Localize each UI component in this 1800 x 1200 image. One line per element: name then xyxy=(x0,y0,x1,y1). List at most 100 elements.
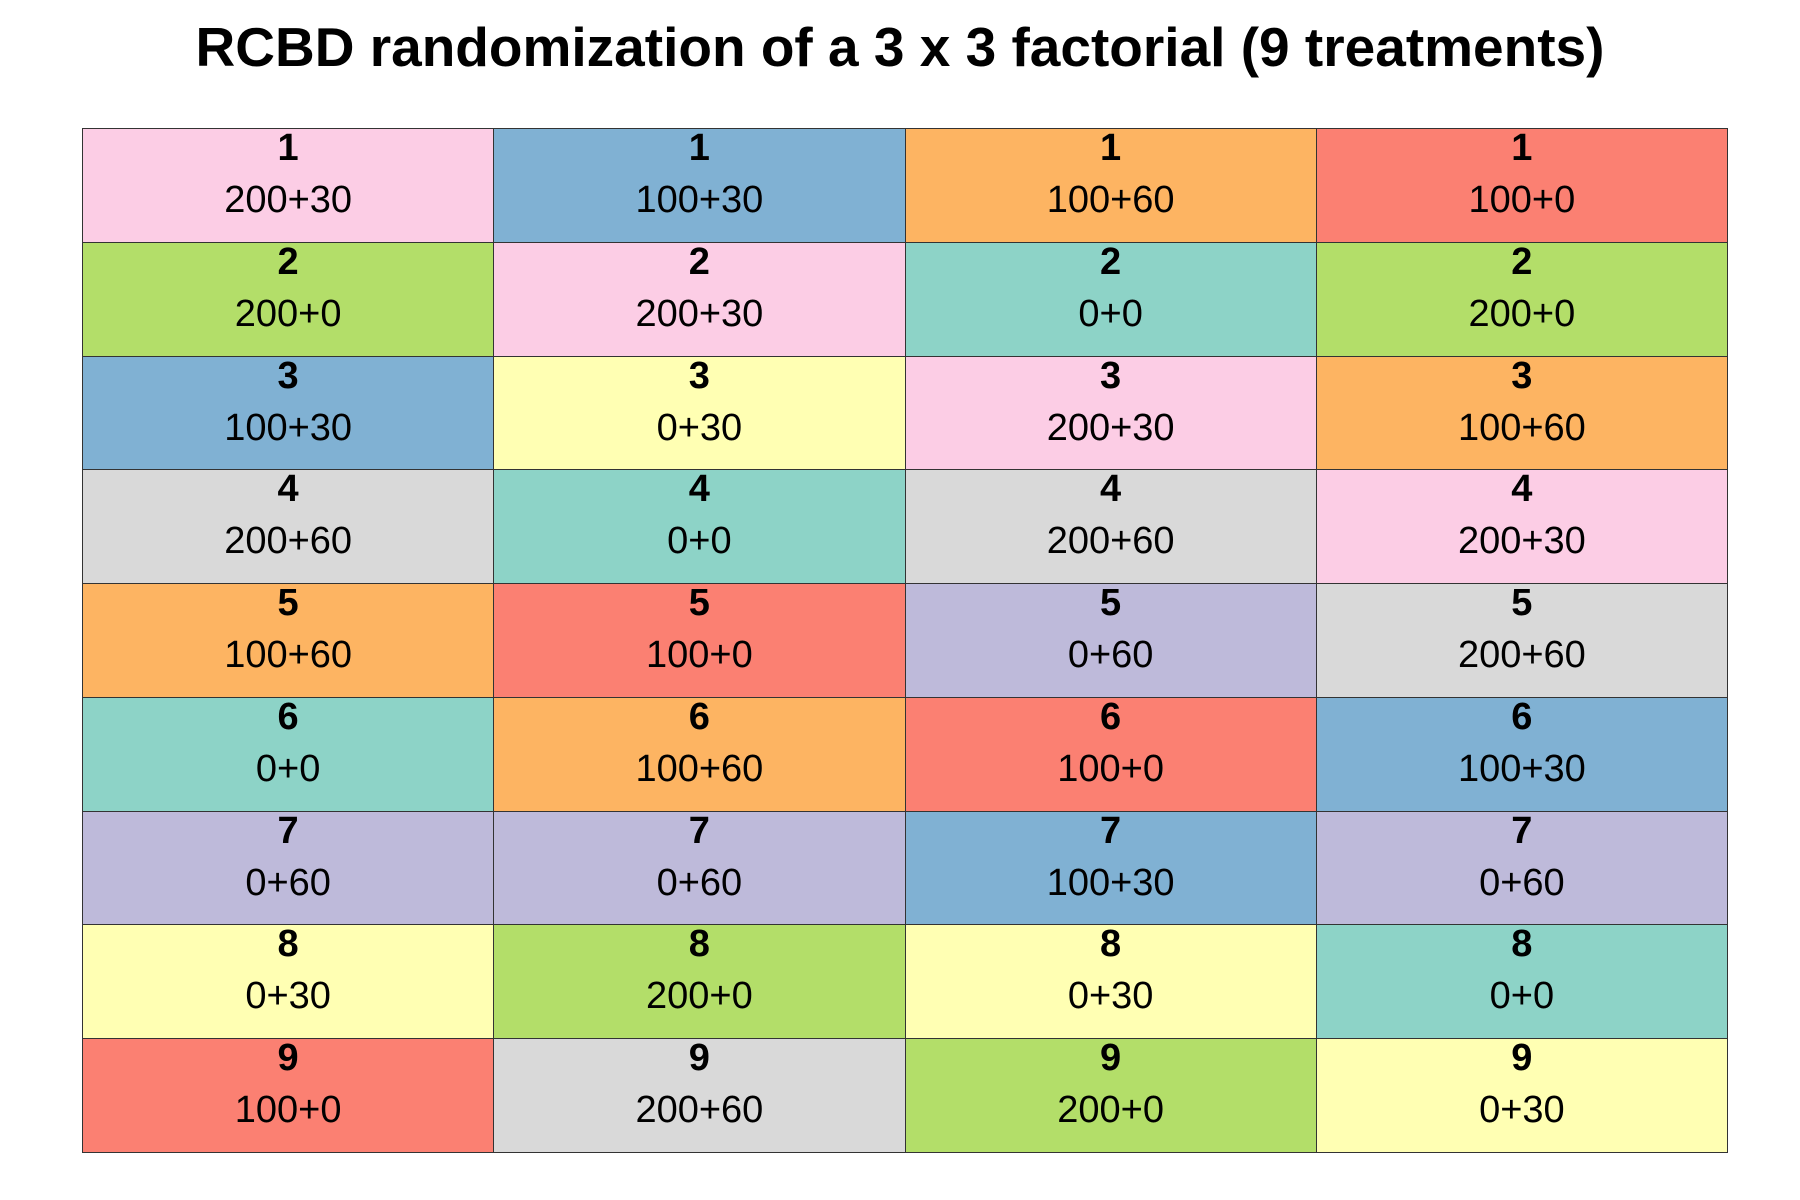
plot-number: 8 xyxy=(277,923,299,966)
treatment-label: 100+30 xyxy=(1457,747,1586,790)
plot-cell: 3 100+60 xyxy=(1316,354,1728,471)
plot-cell: 1 100+30 xyxy=(494,127,906,243)
plot-number: 6 xyxy=(1100,695,1122,738)
plot-cell: 5 0+60 xyxy=(905,582,1317,698)
plot-cell: 1 100+0 xyxy=(1316,127,1728,243)
treatment-label: 200+30 xyxy=(1457,520,1586,563)
treatment-label: 200+0 xyxy=(234,292,342,335)
treatment-label: 200+0 xyxy=(1057,1089,1164,1132)
plot-number: 1 xyxy=(1100,127,1122,169)
plot-number: 7 xyxy=(1511,809,1533,852)
treatment-label: 200+60 xyxy=(635,1089,764,1132)
treatment-label: 100+30 xyxy=(635,179,764,221)
plot-number: 1 xyxy=(277,127,299,169)
treatment-label: 100+60 xyxy=(224,634,353,677)
plot-number: 2 xyxy=(1100,240,1122,283)
plot-number: 3 xyxy=(1511,354,1533,397)
plot-cell: 3 200+30 xyxy=(905,354,1317,471)
plot-cell: 4 200+30 xyxy=(1316,468,1728,585)
treatment-label: 0+60 xyxy=(656,861,743,904)
treatment-label: 100+60 xyxy=(1046,179,1175,221)
plot-cell: 8 200+0 xyxy=(494,923,906,1040)
treatment-label: 100+0 xyxy=(1057,747,1164,790)
plot-cell: 4 200+60 xyxy=(83,468,495,585)
plot-number: 3 xyxy=(277,354,299,397)
plot-number: 9 xyxy=(1511,1037,1533,1080)
plot-number: 1 xyxy=(1511,127,1533,169)
plot-number: 3 xyxy=(1100,354,1122,397)
treatment-label: 100+0 xyxy=(234,1089,342,1132)
treatment-label: 0+30 xyxy=(656,406,743,449)
plot-number: 2 xyxy=(277,240,299,283)
plot-cell: 6 0+0 xyxy=(83,695,495,812)
plot-number: 4 xyxy=(1511,468,1533,511)
plot-cell: 1 200+30 xyxy=(83,127,495,243)
treatment-label: 0+0 xyxy=(255,747,321,790)
plot-number: 6 xyxy=(1511,695,1533,738)
plot-number: 2 xyxy=(688,240,710,283)
plot-cell: 4 0+0 xyxy=(494,468,906,585)
treatment-label: 0+0 xyxy=(1489,975,1555,1018)
treatment-label: 200+60 xyxy=(1457,634,1586,677)
plot-cell: 5 100+60 xyxy=(83,582,495,698)
treatment-label: 100+30 xyxy=(1046,861,1175,904)
plot-number: 9 xyxy=(1100,1037,1122,1080)
field-layout-grid: 1 200+30 1 100+30 1 100+60 1 100+0 2 200+0 2 200+30… xyxy=(82,127,1728,1153)
plot-cell: 2 200+0 xyxy=(83,240,495,357)
treatment-label: 0+0 xyxy=(1078,292,1143,335)
plot-number: 9 xyxy=(688,1037,710,1080)
plot-number: 6 xyxy=(688,695,710,738)
plot-cell: 2 200+0 xyxy=(1316,240,1728,357)
treatment-label: 100+0 xyxy=(1468,179,1576,221)
treatment-label: 100+30 xyxy=(224,406,353,449)
plot-number: 2 xyxy=(1511,240,1533,283)
plot-cell: 9 0+30 xyxy=(1316,1037,1728,1153)
treatment-label: 200+30 xyxy=(1046,406,1175,449)
plot-cell: 8 0+30 xyxy=(905,923,1317,1040)
treatment-label: 0+30 xyxy=(1479,1089,1565,1132)
plot-cell: 2 0+0 xyxy=(905,240,1317,357)
plot-cell: 7 0+60 xyxy=(83,809,495,926)
plot-number: 7 xyxy=(277,809,299,852)
plot-number: 8 xyxy=(1511,923,1533,966)
plot-number: 5 xyxy=(1511,582,1533,625)
plot-cell: 9 200+60 xyxy=(494,1037,906,1153)
treatment-label: 200+60 xyxy=(224,520,353,563)
plot-number: 7 xyxy=(1100,809,1122,852)
plot-number: 3 xyxy=(688,354,710,397)
plot-number: 8 xyxy=(1100,923,1122,966)
plot-cell: 7 0+60 xyxy=(494,809,906,926)
plot-number: 6 xyxy=(277,695,299,738)
treatment-label: 0+30 xyxy=(1067,975,1154,1018)
plot-cell: 2 200+30 xyxy=(494,240,906,357)
treatment-label: 0+30 xyxy=(245,975,331,1018)
plot-cell: 7 0+60 xyxy=(1316,809,1728,926)
plot-cell: 6 100+60 xyxy=(494,695,906,812)
plot-cell: 5 100+0 xyxy=(494,582,906,698)
treatment-label: 200+30 xyxy=(224,179,353,221)
plot-cell: 9 100+0 xyxy=(83,1037,495,1153)
treatment-label: 100+60 xyxy=(1457,406,1586,449)
plot-cell: 5 200+60 xyxy=(1316,582,1728,698)
treatment-label: 200+30 xyxy=(635,292,764,335)
plot-cell: 1 100+60 xyxy=(905,127,1317,243)
treatment-label: 200+0 xyxy=(1468,292,1576,335)
plot-cell: 6 100+30 xyxy=(1316,695,1728,812)
plot-cell: 4 200+60 xyxy=(905,468,1317,585)
plot-cell: 9 200+0 xyxy=(905,1037,1317,1153)
plot-number: 4 xyxy=(277,468,299,511)
treatment-label: 0+60 xyxy=(245,861,331,904)
treatment-label: 0+60 xyxy=(1479,861,1565,904)
plot-number: 5 xyxy=(688,582,710,625)
plot-cell: 8 0+30 xyxy=(83,923,495,1040)
plot-number: 1 xyxy=(688,127,710,169)
plot-number: 5 xyxy=(1100,582,1122,625)
plot-cell: 3 0+30 xyxy=(494,354,906,471)
plot-number: 9 xyxy=(277,1037,299,1080)
plot-number: 4 xyxy=(688,468,710,511)
treatment-label: 200+0 xyxy=(646,975,753,1018)
plot-number: 7 xyxy=(688,809,710,852)
treatment-label: 100+60 xyxy=(635,747,764,790)
treatment-label: 100+0 xyxy=(646,634,753,677)
plot-number: 4 xyxy=(1100,468,1122,511)
